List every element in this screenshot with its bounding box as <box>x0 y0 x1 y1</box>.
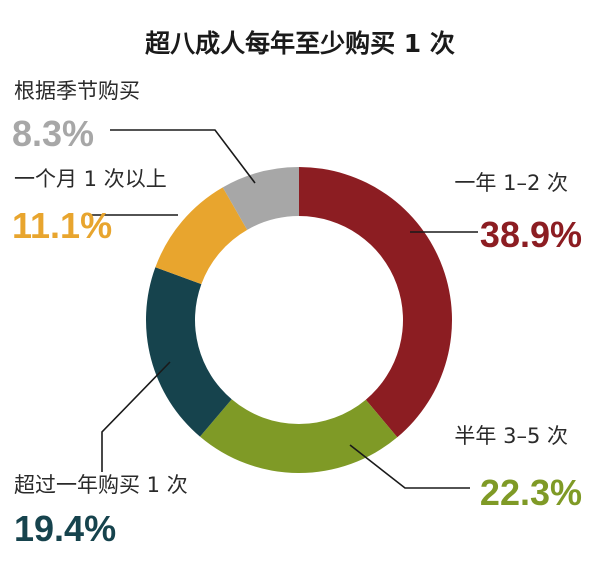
slice-labels: 一年 1–2 次 38.9% 半年 3–5 次 22.3% 超过一年购买 1 次 19.4… <box>12 79 582 549</box>
leader-line-seasonal <box>110 129 256 184</box>
donut-slices <box>145 167 453 474</box>
category-label-seasonal: 根据季节购买 <box>14 79 140 103</box>
value-label-1-2-per-year: 38.9% <box>480 214 582 255</box>
value-label-once-over-a-year: 19.4% <box>14 508 116 549</box>
slice-1-2-per-year <box>299 167 453 438</box>
category-label-1-2-per-year: 一年 1–2 次 <box>454 171 568 195</box>
category-label-3-5-per-half-year: 半年 3–5 次 <box>454 424 568 448</box>
category-label-once-over-a-year: 超过一年购买 1 次 <box>14 473 188 497</box>
slice-monthly-plus <box>155 187 248 285</box>
value-label-3-5-per-half-year: 22.3% <box>480 472 582 513</box>
value-label-seasonal: 8.3% <box>12 113 94 154</box>
slice-3-5-per-half-year <box>200 399 398 474</box>
slice-seasonal <box>222 167 299 230</box>
leader-line-once-over-a-year <box>101 361 171 472</box>
slice-once-over-a-year <box>145 267 232 437</box>
leader-line-3-5-per-half-year <box>349 444 470 489</box>
value-label-monthly-plus: 11.1% <box>12 205 112 246</box>
chart-title: 超八成人每年至少购买 1 次 <box>145 29 455 58</box>
leader-lines <box>88 129 478 489</box>
category-label-monthly-plus: 一个月 1 次以上 <box>14 167 167 191</box>
